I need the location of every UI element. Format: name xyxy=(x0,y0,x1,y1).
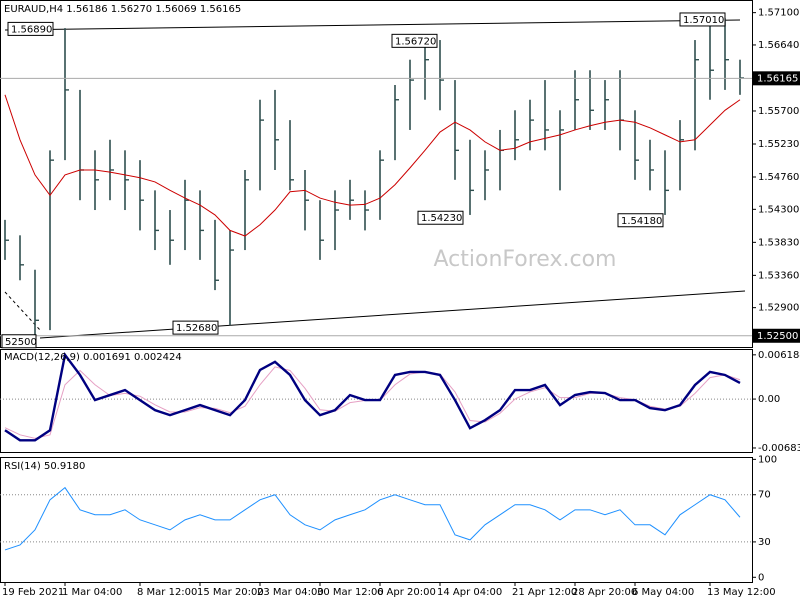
annotation-box xyxy=(679,12,726,27)
annotation-box xyxy=(172,320,219,335)
annotation-label: 1.56720 xyxy=(395,36,436,47)
annotation-box xyxy=(7,21,54,36)
y-tick-label: 1.57100 xyxy=(758,8,799,19)
pane-frame xyxy=(0,349,753,453)
last-price-box xyxy=(753,71,800,86)
x-tick-label: 19 Feb 2021 xyxy=(2,587,64,598)
y-tick-label: 1.53830 xyxy=(758,237,799,248)
annotation-box xyxy=(617,213,664,228)
y-tick-label: 1.52900 xyxy=(758,303,799,314)
annotation-label: 52500 xyxy=(5,337,37,348)
pane-frame xyxy=(0,457,753,583)
macd-title: MACD(12,26,9) 0.001691 0.002424 xyxy=(4,352,182,363)
annotation-label: 1.54230 xyxy=(421,213,462,224)
moving-average xyxy=(4,94,741,237)
annotation-label: 1.52680 xyxy=(176,323,217,334)
y-tick-label: 0.00 xyxy=(758,394,780,405)
x-tick-label: 23 Mar 04:00 xyxy=(257,587,324,598)
annotation-label: 1.57010 xyxy=(683,15,724,26)
watermark: ActionForex.com xyxy=(434,247,617,272)
y-tick-label: 1.55230 xyxy=(758,139,799,150)
macd-line xyxy=(4,351,741,442)
trendline xyxy=(39,290,746,339)
x-tick-label: 6 May 04:00 xyxy=(632,587,694,598)
x-tick-label: 28 Apr 20:00 xyxy=(572,587,637,598)
y-tick-label: 1.54300 xyxy=(758,204,799,215)
annotation-box xyxy=(1,334,37,349)
y-tick-label: 1.53360 xyxy=(758,270,799,281)
y-tick-label: 0.006184 xyxy=(758,350,800,361)
y-tick-label: 1.55700 xyxy=(758,106,799,117)
x-tick-label: 6 Apr 20:00 xyxy=(377,587,436,598)
chart-title: EURAUD,H4 1.56186 1.56270 1.56069 1.5616… xyxy=(4,4,241,15)
x-tick-label: 15 Mar 20:00 xyxy=(197,587,264,598)
y-tick-label: -0.006837 xyxy=(758,443,800,454)
pane-frame xyxy=(0,0,753,348)
trendline xyxy=(4,19,741,31)
y-tick-label: 70 xyxy=(758,490,771,501)
trendline xyxy=(4,291,41,331)
x-tick-label: 30 Mar 12:00 xyxy=(317,587,384,598)
y-tick-label: 30 xyxy=(758,537,771,548)
level-label: 1.52500 xyxy=(757,331,798,342)
last-price-label: 1.56165 xyxy=(757,73,798,84)
level-box xyxy=(753,328,800,343)
x-tick-label: 1 Mar 04:00 xyxy=(62,587,122,598)
annotation-box xyxy=(417,210,464,225)
x-tick-label: 21 Apr 12:00 xyxy=(512,587,577,598)
x-tick-label: 8 Mar 12:00 xyxy=(137,587,197,598)
x-tick-label: 13 May 12:00 xyxy=(707,587,776,598)
y-tick-label: 1.54760 xyxy=(758,172,799,183)
annotation-label: 1.54180 xyxy=(621,216,662,227)
x-tick-label: 14 Apr 04:00 xyxy=(437,587,502,598)
rsi-title: RSI(14) 50.9180 xyxy=(4,461,85,472)
annotation-label: 1.56890 xyxy=(11,24,52,35)
rsi-line xyxy=(4,486,741,551)
annotation-box xyxy=(391,33,438,48)
y-tick-label: 0 xyxy=(758,572,764,583)
y-tick-label: 100 xyxy=(758,454,777,465)
y-tick-label: 1.56640 xyxy=(758,40,799,51)
